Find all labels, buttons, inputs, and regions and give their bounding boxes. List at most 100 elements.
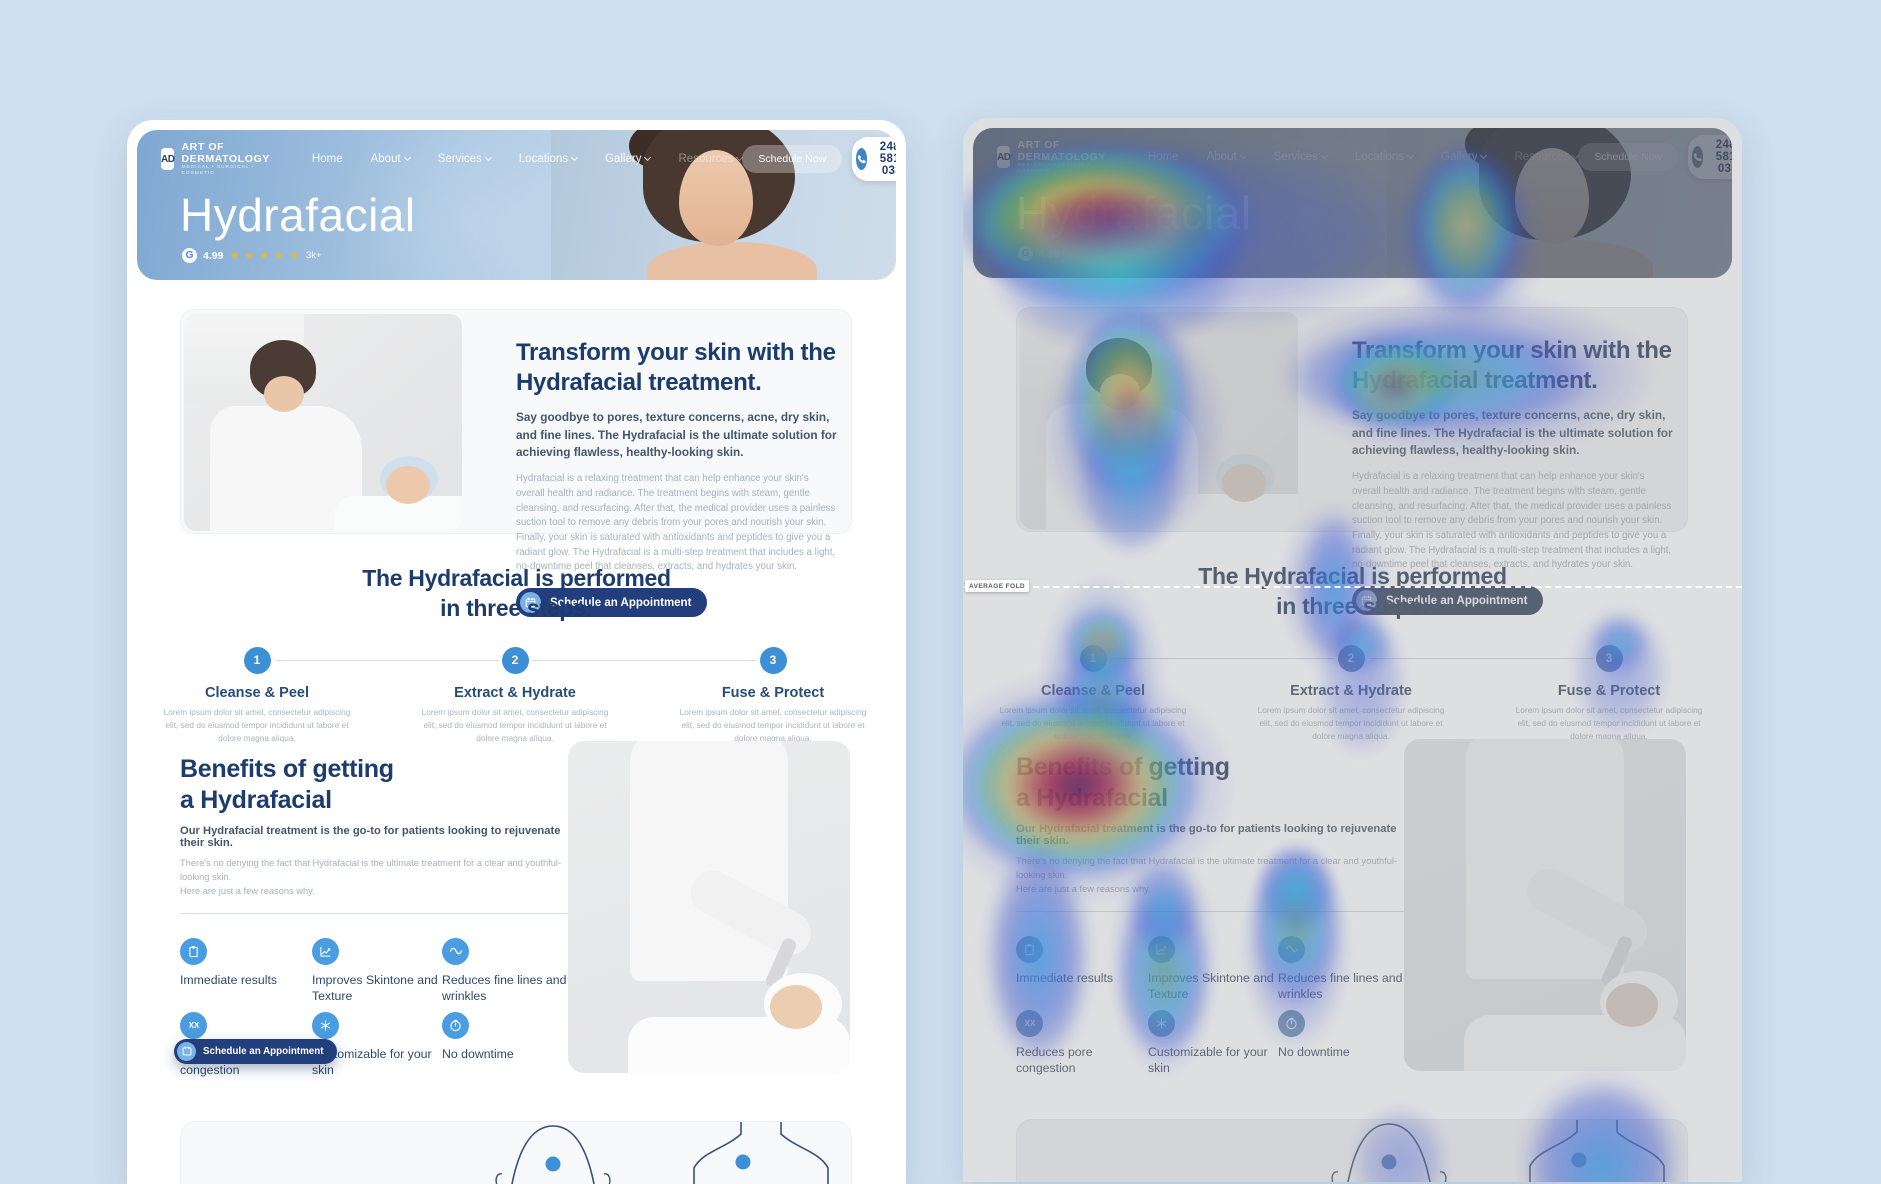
benefits-subheading: Our Hydrafacial treatment is the go-to f… [180,825,561,849]
step-number-badge: 2 [501,646,529,674]
treatment-photo [1020,312,1298,529]
schedule-now-button[interactable]: Schedule Now [1578,143,1679,171]
intro-heading: Transform your skin with the Hydrafacial… [516,339,836,396]
nav-item-about[interactable]: About [371,153,411,165]
treatment-dot [1381,1154,1397,1170]
step-2: 2 Extract & Hydrate Lorem ipsum dolor si… [400,646,630,745]
benefits-section: Benefits of getting a Hydrafacial Our Hy… [174,754,580,1174]
benefits-body: There's no denying the fact that Hydrafa… [180,858,562,896]
page-title: Hydrafacial [1016,187,1252,239]
hero-section: AD ART OF DERMATOLOGY MEDICAL • SURGICAL… [973,128,1732,278]
divider [180,912,572,914]
chart-icon [1148,935,1175,963]
benefit-skintone: Improves Skintone and Texture [312,937,438,1004]
step-3: 3 Fuse & Protect Lorem ipsum dolor sit a… [658,646,888,745]
chevron-down-icon [1480,151,1488,160]
brand-logo[interactable]: AD [161,148,175,170]
treatment-dot [1571,1152,1587,1168]
step-3: 3 Fuse & Protect Lorem ipsum dolor sit a… [1494,644,1724,743]
calendar-icon [520,592,541,614]
nav-item-services[interactable]: Services [438,153,492,165]
chevron-down-icon [570,153,579,162]
treatment-areas-section [1016,1119,1688,1182]
chevron-down-icon [1572,151,1580,160]
benefit-no-downtime: No downtime [1278,1009,1404,1060]
nav-item-gallery[interactable]: Gallery [1441,151,1488,163]
chevron-down-icon [1239,151,1247,160]
steps-section: The Hydrafacial is performed in three st… [127,564,906,777]
step-connector [533,659,757,661]
schedule-appointment-floating-button[interactable]: Schedule an Appointment [174,1038,338,1064]
step-number-badge: 1 [243,646,271,674]
clipboard-icon [1016,935,1043,963]
chevron-down-icon [484,153,492,162]
intro-subheading: Say goodbye to pores, texture concerns, … [516,410,837,460]
step-number-badge: 3 [759,646,787,674]
calendar-icon [177,1041,196,1061]
brand-text: ART OF DERMATOLOGY MEDICAL • SURGICAL • … [1017,139,1106,174]
phone-button[interactable]: 248-581-033 [1688,135,1732,179]
torso-diagram [693,1122,829,1184]
step-number-badge: 1 [1079,644,1107,672]
step-1: 1 Cleanse & Peel Lorem ipsum dolor sit a… [978,644,1208,743]
schedule-appointment-button[interactable]: Schedule an Appointment [1352,586,1544,616]
benefits-photo [1404,739,1686,1071]
chevron-down-icon [1406,151,1415,160]
nav-item-resources[interactable]: Resources [678,153,744,165]
intro-body: Hydrafacial is a relaxing treatment that… [516,473,836,573]
pores-icon: XX [1016,1009,1043,1037]
average-fold-label: AVERAGE FOLD [965,580,1029,592]
google-icon: G [1018,246,1033,261]
intro-subheading: Say goodbye to pores, texture concerns, … [1352,408,1673,458]
svg-text:XX: XX [1024,1019,1035,1028]
google-rating: G 4.99 ★ ★ ★ ★ ★ 3k+ [1018,246,1158,261]
heatmap-page: AD ART OF DERMATOLOGY MEDICAL • SURGICAL… [963,118,1742,1182]
face-diagram [1331,1123,1447,1182]
schedule-now-button[interactable]: Schedule Now [742,145,843,173]
wave-icon [442,937,469,965]
chevron-down-icon [644,153,652,162]
face-diagram [495,1125,611,1184]
brand-logo[interactable]: AD [997,146,1011,168]
hero-model-photo [551,130,896,280]
torso-diagram [1529,1120,1665,1182]
benefit-customizable: Customizable for your skin [1148,1009,1274,1076]
phone-button[interactable]: 248-581-033 [852,137,896,181]
step-number-badge: 3 [1595,644,1623,672]
chevron-down-icon [736,153,744,162]
benefits-section: Benefits of getting a Hydrafacial Our Hy… [1016,752,1416,1182]
no-downtime-icon [442,1011,469,1039]
benefits-heading: Benefits of getting a Hydrafacial [1016,753,1230,812]
star-icons: ★ ★ ★ ★ ★ [229,250,300,262]
nav-item-locations[interactable]: Locations [1355,151,1415,163]
nav-item-locations[interactable]: Locations [519,153,579,165]
nav-item-gallery[interactable]: Gallery [605,153,652,165]
divider [1016,910,1408,912]
original-page: AD ART OF DERMATOLOGY MEDICAL • SURGICAL… [127,120,906,1184]
intro-heading: Transform your skin with the Hydrafacial… [1352,337,1672,394]
step-connector [1369,657,1593,659]
google-rating: G 4.99 ★ ★ ★ ★ ★ 3k+ [182,248,322,263]
step-2: 2 Extract & Hydrate Lorem ipsum dolor si… [1236,644,1466,743]
schedule-appointment-button[interactable]: Schedule an Appointment [516,588,708,618]
nav-item-home[interactable]: Home [311,153,343,165]
nav-item-home[interactable]: Home [1147,151,1179,163]
step-connector [1111,657,1335,659]
nav-item-services[interactable]: Services [1274,151,1328,163]
nav-item-resources[interactable]: Resources [1514,151,1580,163]
benefit-customizable: Customizable for your skin [312,1011,438,1078]
average-fold-line: AVERAGE FOLD [963,580,1742,592]
hero-section: AD ART OF DERMATOLOGY MEDICAL • SURGICAL… [137,130,896,280]
chart-icon [312,937,339,965]
steps-heading: The Hydrafacial is performed in three st… [1198,563,1507,619]
intro-section: Transform your skin with the Hydrafacial… [180,309,852,618]
pores-icon: XX [180,1011,207,1039]
chevron-down-icon [1320,151,1328,160]
phone-icon [856,148,868,170]
google-icon: G [182,248,197,263]
step-1: 1 Cleanse & Peel Lorem ipsum dolor sit a… [142,646,372,745]
chevron-down-icon [403,153,411,162]
step-number-badge: 2 [1337,644,1365,672]
nav-item-about[interactable]: About [1207,151,1247,163]
